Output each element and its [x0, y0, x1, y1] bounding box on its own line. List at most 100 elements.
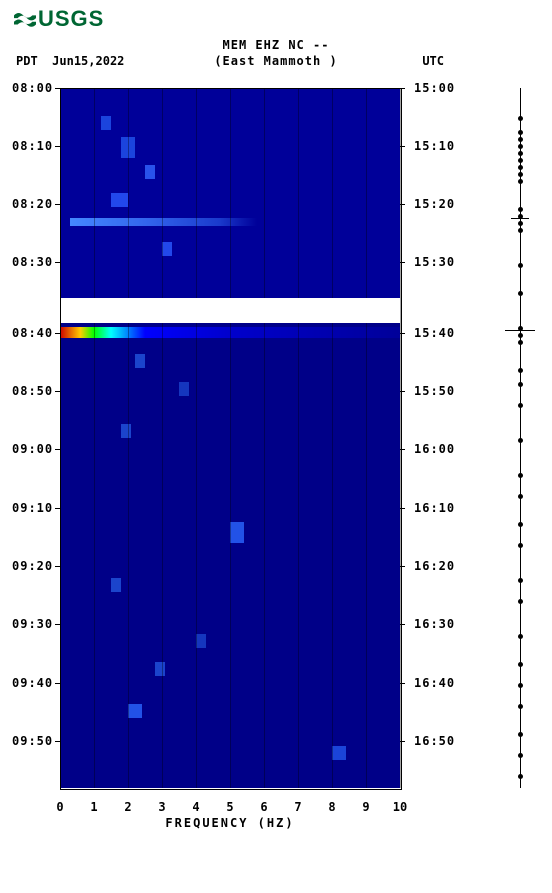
amplitude-dot	[518, 179, 523, 184]
left-time-label: 08:00	[12, 81, 53, 95]
x-tick-label: 5	[220, 800, 240, 814]
right-time-label: 15:30	[414, 255, 455, 269]
left-time-label: 09:50	[12, 734, 53, 748]
amplitude-dot	[518, 263, 523, 268]
grid-line	[332, 88, 333, 788]
left-time-label: 08:40	[12, 326, 53, 340]
right-time-label: 15:40	[414, 326, 455, 340]
right-time-label: 16:30	[414, 617, 455, 631]
speckle	[196, 634, 206, 648]
amplitude-column	[500, 88, 540, 788]
left-time-label: 09:20	[12, 559, 53, 573]
grid-line	[128, 88, 129, 788]
left-time-label: 09:40	[12, 676, 53, 690]
amplitude-dot	[518, 599, 523, 604]
left-time-label: 08:10	[12, 139, 53, 153]
speckle	[135, 354, 145, 368]
x-tick-label: 1	[84, 800, 104, 814]
grid-line	[60, 88, 61, 788]
amplitude-dot	[518, 221, 523, 226]
speckle	[128, 704, 142, 718]
amplitude-dot	[518, 382, 523, 387]
right-time-label: 15:50	[414, 384, 455, 398]
grid-line	[196, 88, 197, 788]
amplitude-spike	[505, 330, 535, 331]
x-tick-label: 7	[288, 800, 308, 814]
amplitude-dot	[518, 774, 523, 779]
amplitude-dot	[518, 543, 523, 548]
left-time-label: 08:50	[12, 384, 53, 398]
amplitude-dot	[518, 473, 523, 478]
speckle	[111, 193, 128, 207]
x-tick-label: 0	[50, 800, 70, 814]
speckle	[332, 746, 346, 760]
right-time-label: 16:50	[414, 734, 455, 748]
amplitude-dot	[518, 130, 523, 135]
left-time-label: 08:30	[12, 255, 53, 269]
amplitude-dot	[518, 291, 523, 296]
speckle	[179, 382, 189, 396]
right-time-label: 16:20	[414, 559, 455, 573]
grid-line	[264, 88, 265, 788]
left-tz-date: PDT Jun15,2022	[16, 54, 124, 68]
grid-line	[94, 88, 95, 788]
amplitude-dot	[518, 151, 523, 156]
amplitude-dot	[518, 753, 523, 758]
x-tick-label: 10	[390, 800, 410, 814]
logo-text: USGS	[38, 6, 104, 32]
date: Jun15,2022	[52, 54, 124, 68]
usgs-logo: USGS	[14, 6, 104, 32]
right-time-label: 16:10	[414, 501, 455, 515]
grid-line	[162, 88, 163, 788]
right-time-label: 15:00	[414, 81, 455, 95]
amplitude-dot	[518, 340, 523, 345]
grid-line	[400, 88, 401, 788]
x-axis-title: FREQUENCY (HZ)	[60, 816, 400, 830]
amplitude-dot	[518, 403, 523, 408]
x-tick-label: 3	[152, 800, 172, 814]
amplitude-dot	[518, 333, 523, 338]
x-tick-label: 4	[186, 800, 206, 814]
grid-line	[298, 88, 299, 788]
amplitude-dot	[518, 704, 523, 709]
left-time-label: 09:30	[12, 617, 53, 631]
station-id: MEM EHZ NC --	[0, 38, 552, 52]
amplitude-dot	[518, 438, 523, 443]
amplitude-dot	[518, 683, 523, 688]
left-time-label: 09:10	[12, 501, 53, 515]
speckle	[155, 662, 165, 676]
speckle	[230, 522, 244, 543]
amplitude-dot	[518, 207, 523, 212]
data-gap	[60, 298, 400, 323]
amplitude-dot	[518, 116, 523, 121]
left-tz: PDT	[16, 54, 38, 68]
amplitude-spike	[511, 218, 529, 219]
speckle	[162, 242, 172, 256]
right-tz: UTC	[422, 54, 444, 68]
amplitude-dot	[518, 662, 523, 667]
right-time-label: 16:40	[414, 676, 455, 690]
wave-icon	[14, 9, 36, 29]
x-tick-label: 8	[322, 800, 342, 814]
grid-line	[230, 88, 231, 788]
x-tick-label: 2	[118, 800, 138, 814]
amplitude-dot	[518, 144, 523, 149]
grid-line	[366, 88, 367, 788]
amplitude-dot	[518, 172, 523, 177]
right-time-label: 16:00	[414, 442, 455, 456]
amplitude-dot	[518, 165, 523, 170]
right-time-label: 15:10	[414, 139, 455, 153]
amplitude-dot	[518, 732, 523, 737]
amplitude-dot	[518, 494, 523, 499]
x-tick-label: 9	[356, 800, 376, 814]
spectrogram-chart	[60, 88, 400, 788]
left-time-label: 09:00	[12, 442, 53, 456]
amplitude-dot	[518, 228, 523, 233]
speckle	[145, 165, 155, 179]
x-tick-label: 6	[254, 800, 274, 814]
speckle	[121, 424, 131, 438]
amplitude-dot	[518, 137, 523, 142]
amplitude-dot	[518, 522, 523, 527]
amplitude-dot	[518, 368, 523, 373]
left-time-label: 08:20	[12, 197, 53, 211]
